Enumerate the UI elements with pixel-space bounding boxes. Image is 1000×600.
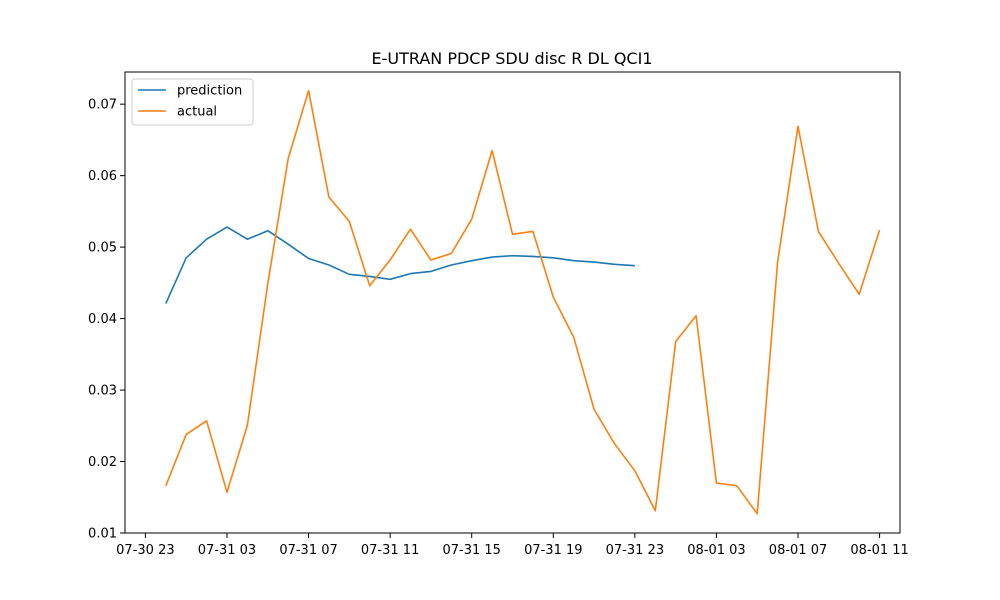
y-tick-label: 0.01	[88, 527, 117, 542]
x-tick-label: 07-31 19	[524, 543, 582, 558]
plot-area-frame	[124, 71, 901, 534]
x-tick-label: 07-30 23	[116, 543, 174, 558]
legend-label-prediction: prediction	[177, 84, 242, 99]
y-tick-label: 0.04	[88, 312, 117, 327]
x-tick-label: 07-31 11	[361, 543, 419, 558]
y-tick-label: 0.03	[88, 384, 117, 399]
x-tick-label: 07-31 07	[279, 543, 337, 558]
y-tick-label: 0.07	[88, 98, 117, 113]
y-tick-label: 0.06	[88, 169, 117, 184]
chart-title: E-UTRAN PDCP SDU disc R DL QCI1	[372, 49, 653, 68]
y-tick-label: 0.02	[88, 455, 117, 470]
y-tick-label: 0.05	[88, 241, 117, 256]
series-line-actual	[165, 89, 881, 515]
legend: prediction actual	[131, 78, 254, 126]
x-tick-label: 07-31 03	[198, 543, 256, 558]
legend-label-actual: actual	[177, 105, 217, 120]
x-tick-label: 07-31 15	[442, 543, 500, 558]
x-tick-label: 08-01 07	[769, 543, 827, 558]
x-tick-label: 07-31 23	[606, 543, 664, 558]
x-tick-label: 08-01 03	[687, 543, 745, 558]
x-tick-label: 08-01 11	[850, 543, 908, 558]
series-line-prediction	[165, 226, 635, 304]
